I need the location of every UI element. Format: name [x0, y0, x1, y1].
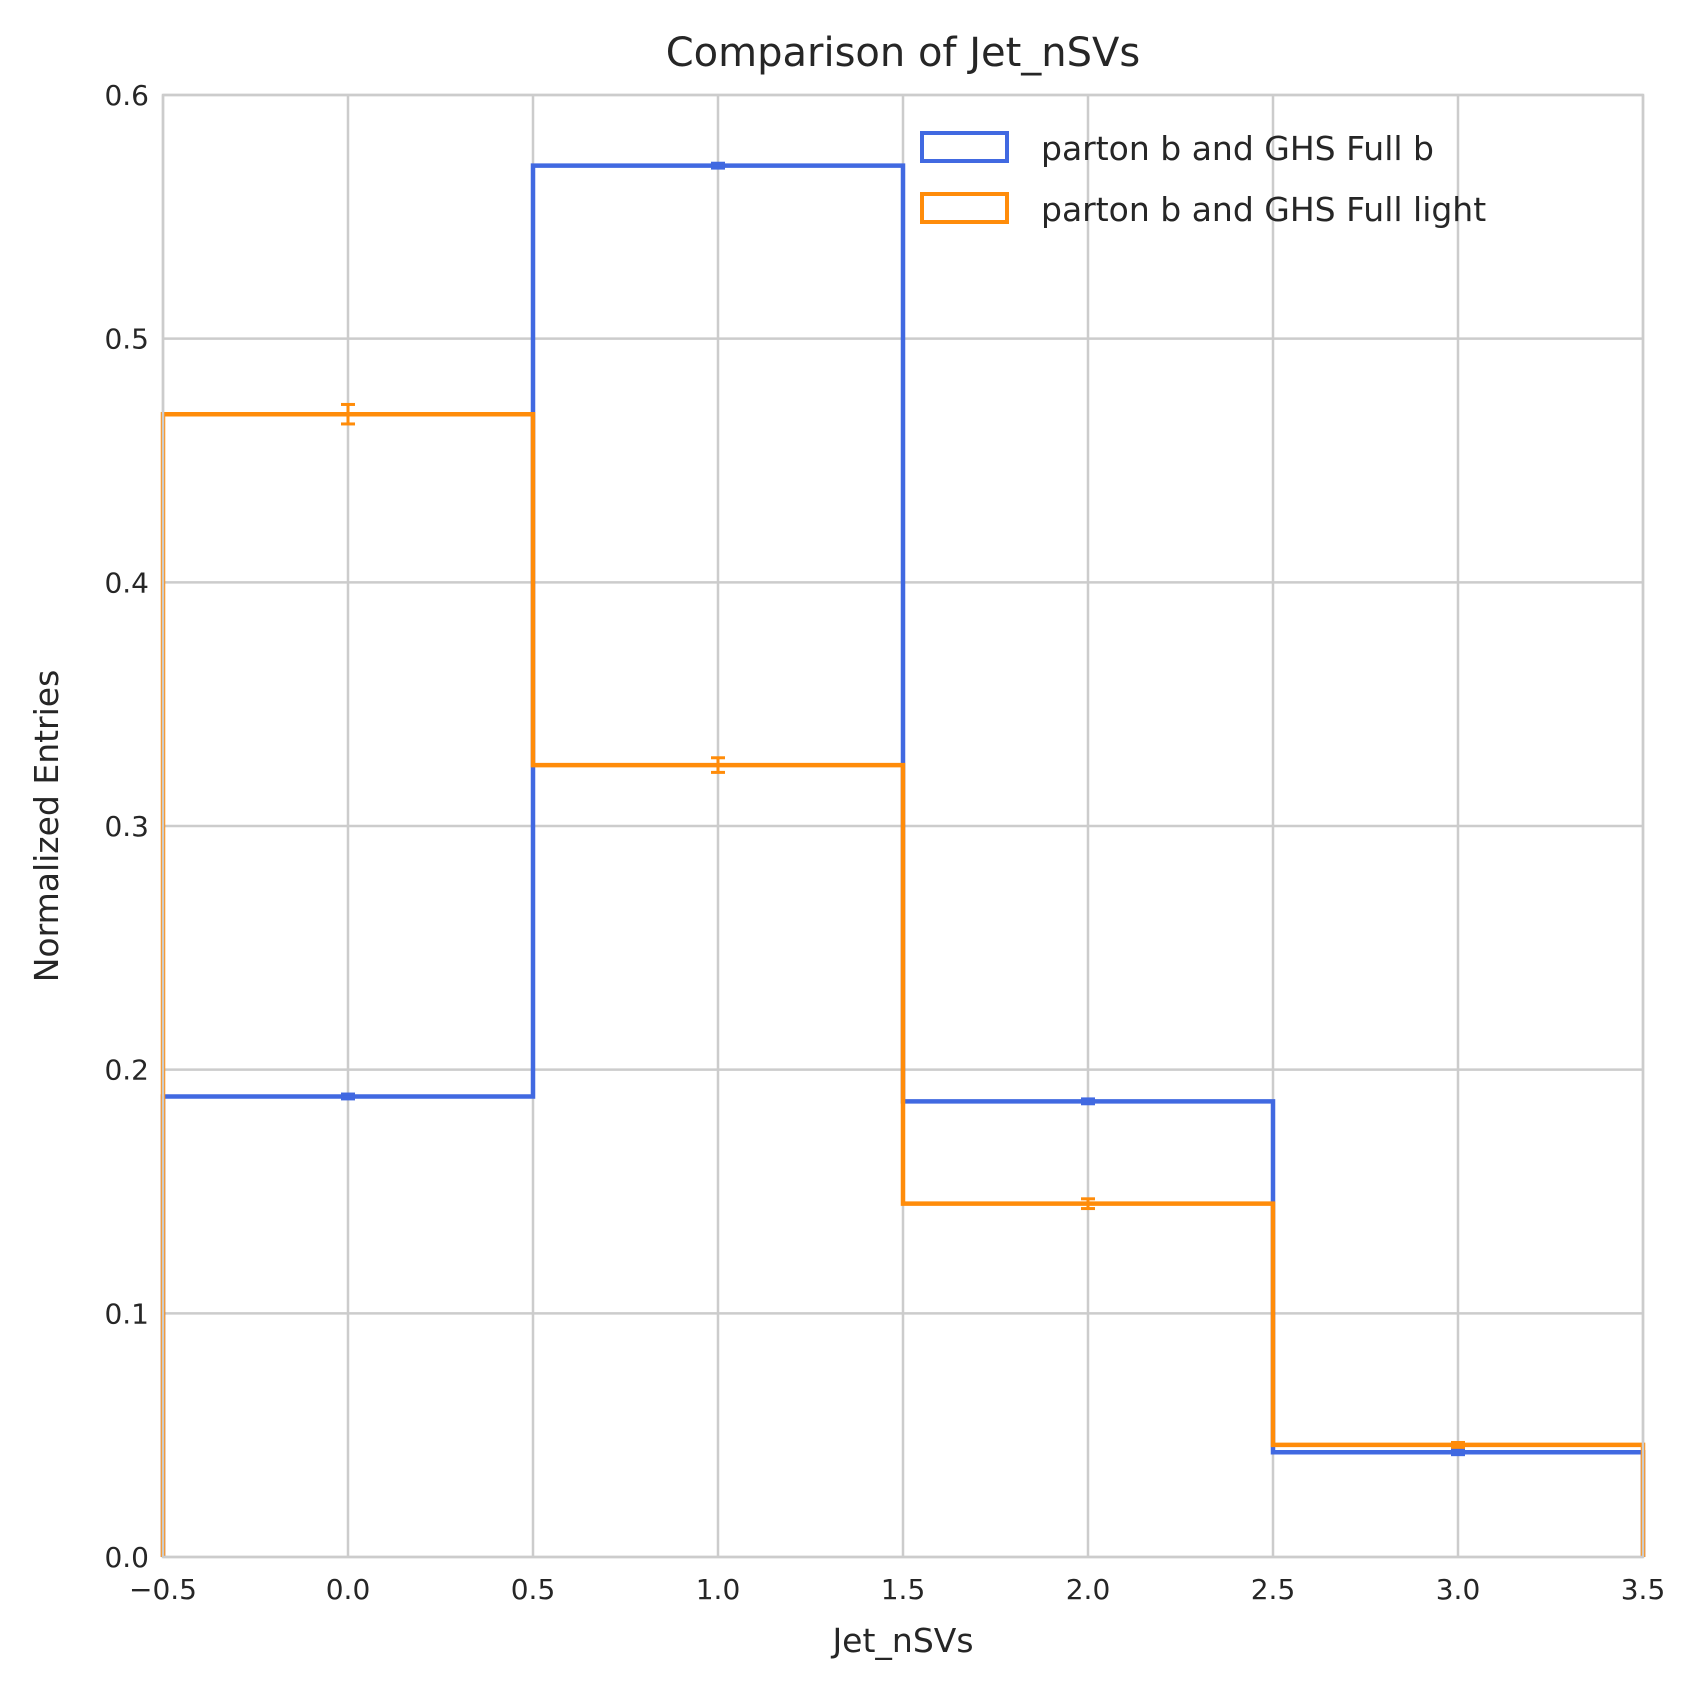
legend-swatch-full-b [920, 131, 1009, 163]
chart-title: Comparison of Jet_nSVs [666, 30, 1141, 76]
y-axis-label: Normalized Entries [27, 670, 66, 983]
x-tick-label: 2.5 [1251, 1573, 1296, 1606]
plot-frame [161, 93, 1645, 1559]
error-bar [1451, 1448, 1465, 1457]
error-bar [711, 756, 725, 774]
y-tick-label: 0.5 [104, 323, 149, 356]
error-bar [1081, 1197, 1095, 1211]
y-tick-label: 0.3 [104, 810, 149, 843]
x-tick-label: 0.0 [326, 1573, 371, 1606]
y-tick-label: 0.2 [104, 1054, 149, 1087]
series-0 [160, 161, 1646, 1557]
y-tick-label: 0.4 [104, 566, 149, 599]
x-tick-label: 0.5 [511, 1573, 556, 1606]
x-tick-label: 2.0 [1066, 1573, 1111, 1606]
y-tick-label: 0.0 [104, 1541, 149, 1574]
x-tick-label: 3.0 [1436, 1573, 1481, 1606]
error-bar [1451, 1440, 1465, 1449]
legend-label-full-b: parton b and GHS Full b [1041, 129, 1434, 168]
error-bar [341, 402, 355, 426]
x-tick-label: 3.5 [1621, 1573, 1666, 1606]
series-layer [160, 161, 1646, 1557]
x-tick-label: 1.0 [696, 1573, 741, 1606]
legend-label-full-light: parton b and GHS Full light [1041, 190, 1486, 229]
series-1 [160, 402, 1646, 1557]
x-tick-label: −0.5 [129, 1573, 197, 1606]
x-tick-label: 1.5 [881, 1573, 926, 1606]
y-tick-label: 0.6 [104, 79, 149, 112]
x-axis-label: Jet_nSVs [830, 1621, 973, 1660]
legend: parton b and GHS Full b parton b and GHS… [920, 129, 1486, 229]
error-bar [1081, 1097, 1095, 1106]
legend-swatch-full-light [920, 192, 1009, 224]
error-bar [341, 1092, 355, 1101]
tick-labels: −0.5 0.0 0.5 1.0 1.5 2.0 2.5 3.0 3.50.00.10.20.3… [104, 79, 1665, 1606]
y-tick-label: 0.1 [104, 1297, 149, 1330]
error-bar [711, 161, 725, 170]
